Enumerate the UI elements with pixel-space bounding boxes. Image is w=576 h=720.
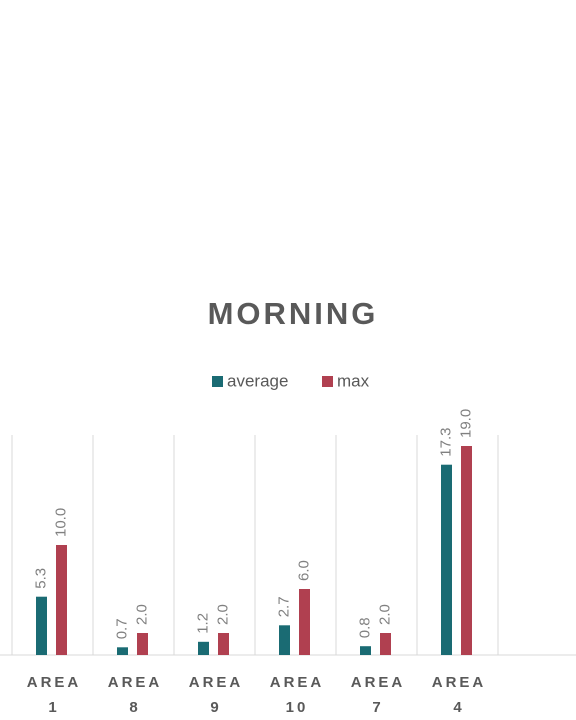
bar [117,647,128,655]
bar [380,633,391,655]
legend-swatch [212,376,223,387]
data-label: 19.0 [457,409,474,438]
data-label: 5.3 [32,568,49,589]
bar [360,646,371,655]
data-label: 10.0 [52,508,69,537]
x-tick-label: AREA 9 [188,674,244,716]
x-tick-label: AREA 7 [350,674,406,716]
data-label: 1.2 [194,613,211,634]
bar [218,633,229,655]
bar [56,545,67,655]
data-label: 2.7 [275,596,292,617]
legend-label: average [227,371,288,390]
bar [279,625,290,655]
bar [299,589,310,655]
bar [137,633,148,655]
data-label: 17.3 [437,427,454,456]
chart-title: MORNING [208,296,379,331]
data-label: 2.0 [376,604,393,625]
x-tick-label: AREA 8 [107,674,163,716]
legend-label: max [337,371,370,390]
data-label: 0.7 [113,618,130,639]
bar [441,464,452,655]
data-label: 2.0 [133,604,150,625]
x-tick-label: AREA 10 [269,674,325,716]
data-label: 6.0 [295,560,312,581]
x-tick-label: AREA 1 [26,674,82,716]
legend-swatch [322,376,333,387]
bar [36,596,47,655]
x-tick-label: AREA 4 [431,674,487,716]
data-label: 2.0 [214,604,231,625]
bar [461,446,472,655]
bar [198,641,209,655]
data-label: 0.8 [356,617,373,638]
